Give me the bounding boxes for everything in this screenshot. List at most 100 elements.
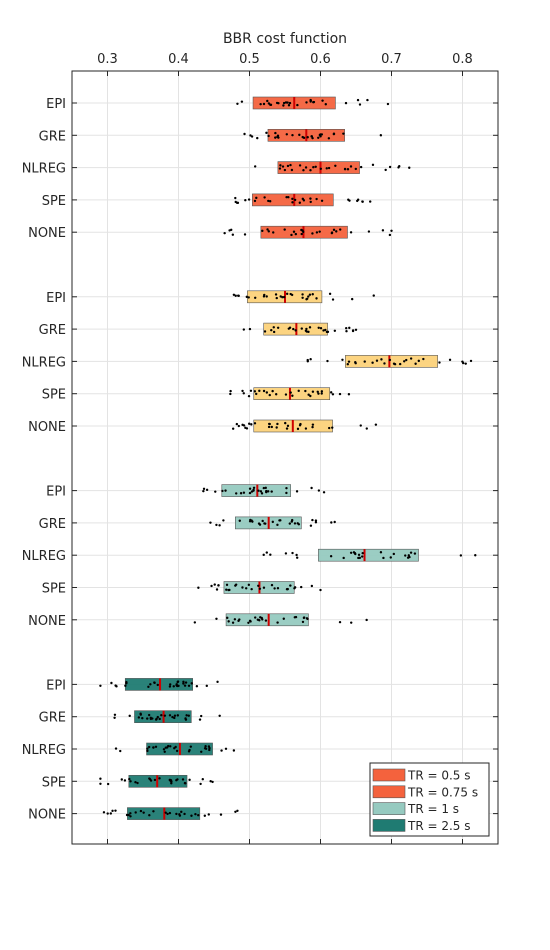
data-point — [248, 520, 252, 523]
data-point — [194, 812, 197, 816]
data-point — [294, 232, 298, 236]
data-point — [268, 393, 271, 397]
data-point — [99, 777, 102, 780]
data-point — [247, 422, 251, 425]
data-point — [324, 103, 327, 106]
data-point — [312, 100, 315, 104]
data-point — [278, 167, 282, 170]
data-point — [129, 812, 132, 815]
data-point — [207, 813, 210, 816]
data-point — [169, 683, 172, 686]
box — [277, 161, 360, 174]
data-point — [269, 103, 273, 107]
data-point — [231, 621, 235, 624]
data-point — [298, 133, 301, 137]
data-point — [346, 363, 349, 366]
data-point — [359, 424, 362, 427]
data-point — [325, 167, 328, 170]
data-point — [271, 389, 274, 393]
data-point — [184, 782, 187, 785]
data-point — [389, 556, 392, 559]
data-point — [339, 228, 342, 231]
data-point — [168, 685, 172, 688]
data-point — [349, 165, 353, 168]
y-tick-label: SPE — [42, 194, 66, 209]
data-point — [273, 587, 276, 590]
data-point — [332, 132, 336, 136]
data-point — [209, 521, 212, 524]
data-point — [291, 551, 294, 555]
data-point — [182, 680, 185, 684]
y-tick-label: GRE — [39, 129, 66, 144]
data-point — [392, 362, 396, 365]
data-point — [160, 713, 163, 717]
data-point — [262, 553, 265, 557]
data-point — [197, 814, 200, 817]
data-point — [326, 330, 330, 334]
data-point — [215, 523, 218, 527]
data-point — [163, 750, 166, 754]
data-point — [169, 745, 172, 748]
data-point — [259, 616, 262, 619]
data-point — [372, 294, 375, 297]
data-point — [311, 293, 314, 296]
data-point — [142, 811, 145, 814]
data-point — [297, 389, 300, 393]
data-point — [234, 196, 237, 200]
data-point — [203, 814, 207, 817]
data-point — [405, 358, 408, 362]
data-point — [168, 778, 172, 782]
data-point — [202, 487, 206, 491]
data-point — [149, 779, 153, 782]
data-point — [253, 199, 257, 203]
data-point — [216, 680, 219, 684]
data-point — [319, 167, 323, 170]
data-point — [156, 715, 159, 719]
data-point — [320, 390, 324, 393]
y-tick-label: GRE — [39, 711, 66, 726]
data-point — [285, 427, 289, 430]
data-point — [275, 101, 279, 105]
data-point — [359, 165, 363, 169]
data-point — [234, 810, 237, 813]
data-point — [333, 520, 336, 524]
data-point — [285, 491, 288, 495]
data-point — [348, 199, 351, 202]
data-point — [173, 714, 177, 717]
data-point — [178, 814, 182, 817]
data-point — [290, 233, 293, 237]
data-point — [265, 551, 268, 554]
data-point — [244, 199, 247, 202]
data-point — [256, 136, 259, 140]
data-point — [301, 620, 305, 624]
data-point — [309, 358, 312, 361]
data-point — [371, 163, 375, 167]
data-point — [124, 684, 127, 687]
data-point — [464, 362, 467, 365]
data-point — [232, 749, 236, 752]
data-point — [128, 714, 131, 718]
y-tick-label: EPI — [46, 97, 66, 112]
data-point — [247, 394, 251, 398]
data-point — [248, 327, 252, 331]
y-tick-label: SPE — [42, 775, 66, 790]
data-point — [198, 718, 202, 721]
data-point — [315, 197, 318, 201]
data-point — [146, 749, 149, 753]
data-point — [211, 780, 214, 784]
data-point — [175, 749, 179, 753]
data-point — [128, 777, 131, 781]
data-point — [188, 748, 191, 752]
data-point — [266, 228, 269, 231]
data-point — [204, 747, 208, 750]
data-point — [398, 165, 401, 168]
data-point — [242, 328, 246, 331]
data-point — [119, 749, 122, 753]
data-point — [272, 231, 275, 234]
x-tick-label: 0.6 — [310, 52, 331, 67]
data-point — [403, 360, 406, 363]
data-point — [311, 518, 314, 522]
legend-label: TR = 0.5 s — [407, 769, 471, 783]
data-point — [244, 587, 248, 590]
